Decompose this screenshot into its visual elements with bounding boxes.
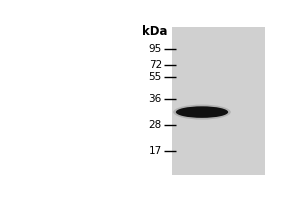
- Ellipse shape: [173, 105, 231, 120]
- Text: 28: 28: [148, 120, 162, 130]
- Ellipse shape: [176, 106, 228, 118]
- Text: 36: 36: [148, 94, 162, 104]
- Text: 72: 72: [148, 60, 162, 70]
- Bar: [172, 27, 266, 175]
- Text: 95: 95: [148, 44, 162, 54]
- Text: 17: 17: [148, 146, 162, 156]
- Text: 55: 55: [148, 72, 162, 82]
- Text: kDa: kDa: [142, 25, 168, 38]
